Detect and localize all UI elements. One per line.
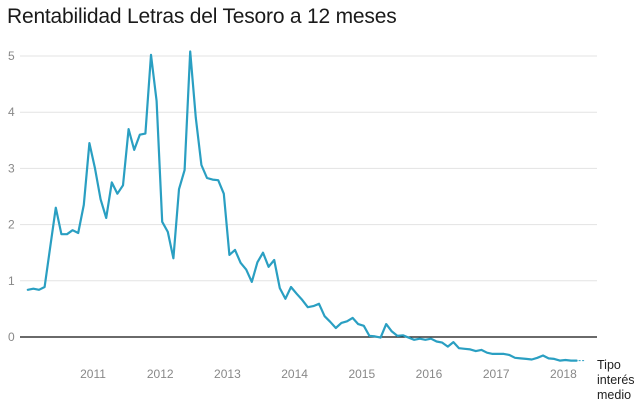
y-tick-label: 2 (8, 218, 15, 232)
x-axis-ticks: 2011 2012 2013 2014 2015 2016 2017 2018 (80, 367, 577, 381)
y-axis-ticks: 0 1 2 3 4 5 (8, 49, 15, 344)
y-tick-label: 4 (8, 105, 15, 119)
y-tick-label: 5 (8, 49, 15, 63)
x-tick-label: 2018 (550, 367, 577, 381)
x-tick-label: 2014 (281, 367, 308, 381)
x-tick-label: 2015 (348, 367, 375, 381)
chart-title: Rentabilidad Letras del Tesoro a 12 mese… (7, 5, 397, 28)
x-tick-label: 2016 (416, 367, 443, 381)
x-tick-label: 2011 (80, 367, 106, 381)
gridlines (20, 55, 597, 282)
x-tick-label: 2017 (483, 367, 510, 381)
series-group (26, 50, 578, 362)
x-tick-label: 2012 (147, 367, 174, 381)
series-label-line: medio (597, 388, 631, 402)
series-label-line: interés (597, 373, 635, 387)
x-tick-label: 2013 (214, 367, 241, 381)
y-tick-label: 3 (8, 161, 15, 175)
series-line (26, 50, 578, 362)
y-tick-label: 0 (8, 330, 15, 344)
y-tick-label: 1 (8, 274, 15, 288)
series-label-line: Tipo (597, 358, 621, 372)
